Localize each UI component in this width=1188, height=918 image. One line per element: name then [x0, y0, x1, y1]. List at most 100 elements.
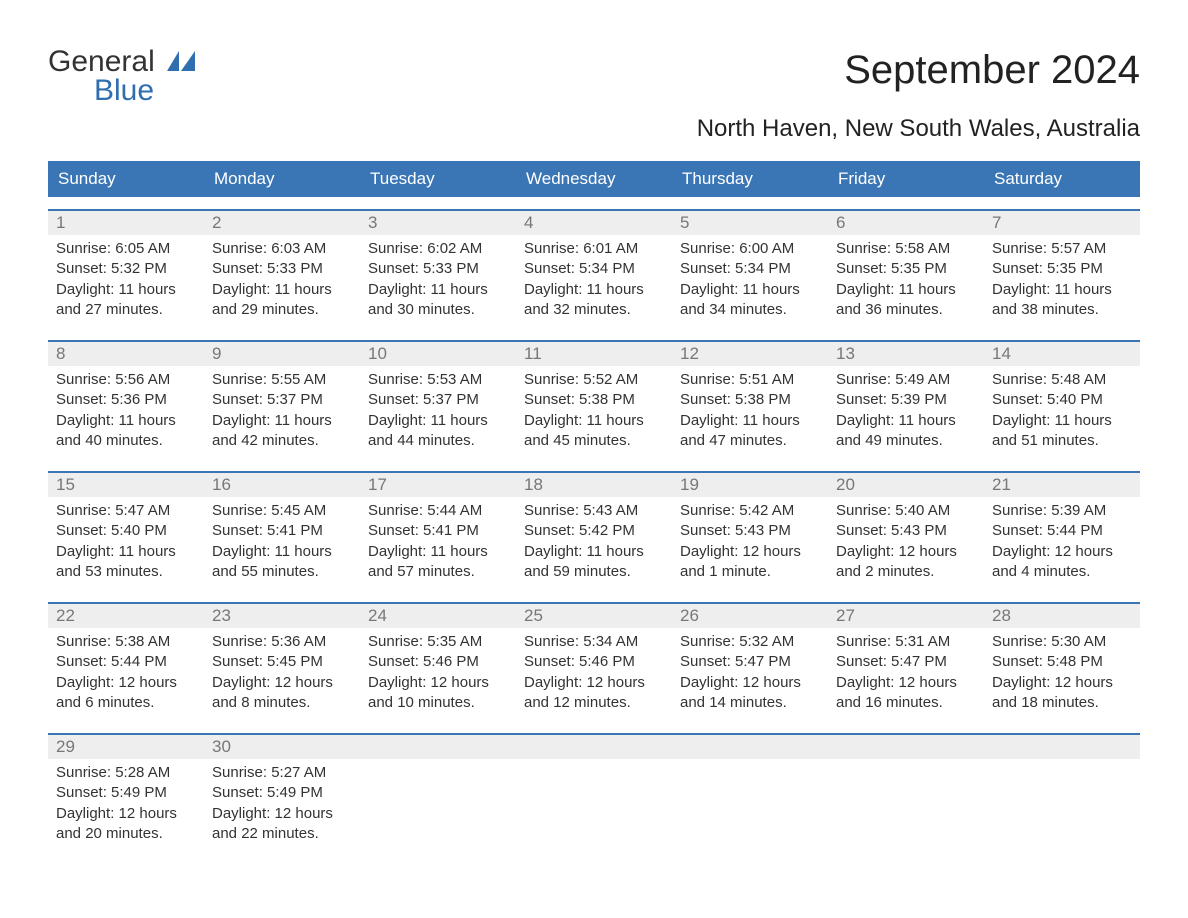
day-cell: 10Sunrise: 5:53 AMSunset: 5:37 PMDayligh… [360, 342, 516, 459]
weekday-header-row: SundayMondayTuesdayWednesdayThursdayFrid… [48, 161, 1140, 197]
sunset-text: Sunset: 5:35 PM [992, 259, 1132, 279]
daylight-text: Daylight: 12 hours and 14 minutes. [680, 673, 820, 714]
sunrise-text: Sunrise: 5:58 AM [836, 239, 976, 259]
daylight-text: Daylight: 12 hours and 6 minutes. [56, 673, 196, 714]
sunrise-text: Sunrise: 5:49 AM [836, 370, 976, 390]
day-number: 18 [516, 473, 672, 497]
day-cell: 29Sunrise: 5:28 AMSunset: 5:49 PMDayligh… [48, 735, 204, 852]
weekday-header: Friday [828, 161, 984, 197]
day-cell: 25 Sunrise: 5:34 AMSunset: 5:46 PMDayligh… [516, 604, 672, 721]
day-number: 25 [516, 604, 672, 628]
day-cell [672, 735, 828, 852]
weekday-header: Monday [204, 161, 360, 197]
sunset-text: Sunset: 5:34 PM [680, 259, 820, 279]
day-number: 11 [516, 342, 672, 366]
daylight-text: Daylight: 11 hours and 36 minutes. [836, 280, 976, 321]
day-cell: 26Sunrise: 5:32 AMSunset: 5:47 PMDayligh… [672, 604, 828, 721]
day-number [516, 735, 672, 759]
day-cell: 1Sunrise: 6:05 AMSunset: 5:32 PMDaylight… [48, 211, 204, 328]
day-cell: 3Sunrise: 6:02 AMSunset: 5:33 PMDaylight… [360, 211, 516, 328]
day-number: 17 [360, 473, 516, 497]
day-details [516, 759, 672, 771]
daylight-text: Daylight: 11 hours and 32 minutes. [524, 280, 664, 321]
day-details: Sunrise: 6:02 AMSunset: 5:33 PMDaylight:… [360, 235, 516, 328]
day-number: 22 [48, 604, 204, 628]
day-cell [984, 735, 1140, 852]
day-cell: 30Sunrise: 5:27 AMSunset: 5:49 PMDayligh… [204, 735, 360, 852]
day-number [360, 735, 516, 759]
weekday-header: Thursday [672, 161, 828, 197]
day-number: 5 [672, 211, 828, 235]
day-details: Sunrise: 5:51 AMSunset: 5:38 PMDaylight:… [672, 366, 828, 459]
day-number: 9 [204, 342, 360, 366]
weekday-header: Saturday [984, 161, 1140, 197]
sunset-text: Sunset: 5:47 PM [836, 652, 976, 672]
day-number: 21 [984, 473, 1140, 497]
day-number: 19 [672, 473, 828, 497]
week-row: 29Sunrise: 5:28 AMSunset: 5:49 PMDayligh… [48, 733, 1140, 852]
day-cell: 15Sunrise: 5:47 AMSunset: 5:40 PMDayligh… [48, 473, 204, 590]
day-cell: 4Sunrise: 6:01 AMSunset: 5:34 PMDaylight… [516, 211, 672, 328]
day-number: 4 [516, 211, 672, 235]
day-details: Sunrise: 5:39 AMSunset: 5:44 PMDaylight:… [984, 497, 1140, 590]
day-number: 1 [48, 211, 204, 235]
sunrise-text: Sunrise: 5:34 AM [524, 632, 664, 652]
day-number: 6 [828, 211, 984, 235]
day-details: Sunrise: 5:58 AMSunset: 5:35 PMDaylight:… [828, 235, 984, 328]
sunrise-text: Sunrise: 6:01 AM [524, 239, 664, 259]
daylight-text: Daylight: 11 hours and 40 minutes. [56, 411, 196, 452]
daylight-text: Daylight: 11 hours and 47 minutes. [680, 411, 820, 452]
day-number: 28 [984, 604, 1140, 628]
sunset-text: Sunset: 5:46 PM [524, 652, 664, 672]
day-details: Sunrise: 5:55 AMSunset: 5:37 PMDaylight:… [204, 366, 360, 459]
day-details: Sunrise: 6:03 AMSunset: 5:33 PMDaylight:… [204, 235, 360, 328]
sunrise-text: Sunrise: 5:32 AM [680, 632, 820, 652]
day-cell: 7Sunrise: 5:57 AMSunset: 5:35 PMDaylight… [984, 211, 1140, 328]
day-number: 10 [360, 342, 516, 366]
daylight-text: Daylight: 11 hours and 29 minutes. [212, 280, 352, 321]
weekday-header: Sunday [48, 161, 204, 197]
flag-icon [167, 48, 195, 68]
day-number: 16 [204, 473, 360, 497]
sunset-text: Sunset: 5:48 PM [992, 652, 1132, 672]
daylight-text: Daylight: 12 hours and 8 minutes. [212, 673, 352, 714]
week-row: 8Sunrise: 5:56 AMSunset: 5:36 PMDaylight… [48, 340, 1140, 459]
sunrise-text: Sunrise: 5:47 AM [56, 501, 196, 521]
sunrise-text: Sunrise: 5:57 AM [992, 239, 1132, 259]
sunset-text: Sunset: 5:49 PM [56, 783, 196, 803]
day-cell: 2Sunrise: 6:03 AMSunset: 5:33 PMDaylight… [204, 211, 360, 328]
daylight-text: Daylight: 12 hours and 18 minutes. [992, 673, 1132, 714]
sunset-text: Sunset: 5:37 PM [368, 390, 508, 410]
weekday-header: Wednesday [516, 161, 672, 197]
weekday-header: Tuesday [360, 161, 516, 197]
weeks-container: 1Sunrise: 6:05 AMSunset: 5:32 PMDaylight… [48, 209, 1140, 852]
sunset-text: Sunset: 5:43 PM [836, 521, 976, 541]
day-number: 29 [48, 735, 204, 759]
day-details: Sunrise: 5:27 AMSunset: 5:49 PMDaylight:… [204, 759, 360, 852]
sunset-text: Sunset: 5:49 PM [212, 783, 352, 803]
day-details: Sunrise: 5:38 AMSunset: 5:44 PMDaylight:… [48, 628, 204, 721]
daylight-text: Daylight: 11 hours and 30 minutes. [368, 280, 508, 321]
day-number [672, 735, 828, 759]
daylight-text: Daylight: 12 hours and 12 minutes. [524, 673, 664, 714]
day-details: Sunrise: 5:57 AMSunset: 5:35 PMDaylight:… [984, 235, 1140, 328]
day-cell: 22Sunrise: 5:38 AMSunset: 5:44 PMDayligh… [48, 604, 204, 721]
day-number: 20 [828, 473, 984, 497]
sunset-text: Sunset: 5:40 PM [992, 390, 1132, 410]
day-cell: 9Sunrise: 5:55 AMSunset: 5:37 PMDaylight… [204, 342, 360, 459]
day-details: Sunrise: 5:40 AMSunset: 5:43 PMDaylight:… [828, 497, 984, 590]
sunrise-text: Sunrise: 5:31 AM [836, 632, 976, 652]
sunset-text: Sunset: 5:35 PM [836, 259, 976, 279]
day-number: 24 [360, 604, 516, 628]
sunset-text: Sunset: 5:46 PM [368, 652, 508, 672]
day-details: Sunrise: 5:36 AMSunset: 5:45 PMDaylight:… [204, 628, 360, 721]
day-details: Sunrise: 5:52 AMSunset: 5:38 PMDaylight:… [516, 366, 672, 459]
sunset-text: Sunset: 5:45 PM [212, 652, 352, 672]
logo-text: General Blue [48, 48, 195, 105]
day-details: Sunrise: 5:44 AMSunset: 5:41 PMDaylight:… [360, 497, 516, 590]
sunrise-text: Sunrise: 5:56 AM [56, 370, 196, 390]
sunset-text: Sunset: 5:40 PM [56, 521, 196, 541]
daylight-text: Daylight: 11 hours and 55 minutes. [212, 542, 352, 583]
daylight-text: Daylight: 12 hours and 22 minutes. [212, 804, 352, 845]
day-cell: 28Sunrise: 5:30 AMSunset: 5:48 PMDayligh… [984, 604, 1140, 721]
